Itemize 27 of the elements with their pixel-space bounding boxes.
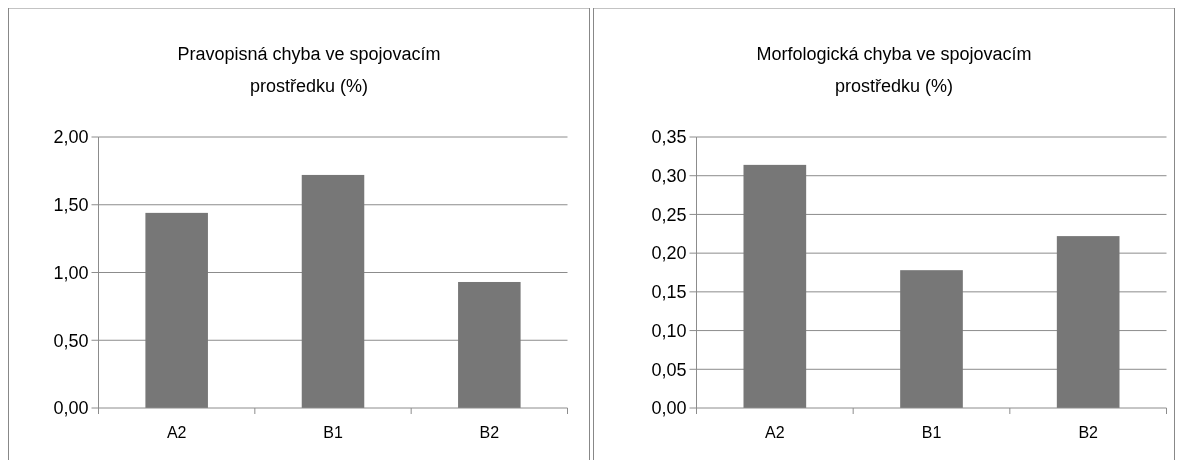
bar [743,164,807,408]
y-tick-label: 0,20 [651,243,687,264]
y-tick-label: 0,00 [651,398,687,419]
chart-title: Morfologická chyba ve spojovacím prostředku (%) [756,44,1032,96]
x-tick-label: B2 [1078,424,1099,441]
y-tick-label: 0,15 [651,282,687,303]
y-tick-label: 0,35 [651,127,687,148]
y-tick-label: 0,00 [53,398,89,419]
y-tick-label: 1,00 [53,262,89,283]
bar [301,174,365,408]
y-tick-label: 0,25 [651,204,687,225]
y-tick-label: 1,50 [53,195,89,216]
bar [458,281,521,408]
y-tick-label: 0,10 [651,320,687,341]
y-tick-label: 0,50 [53,330,89,351]
x-tick-label: B1 [921,424,942,441]
bar [900,270,963,408]
x-tick-label: B1 [323,424,343,441]
y-tick-label: 0,05 [651,359,687,380]
bar [1056,236,1120,408]
x-tick-label: A2 [765,424,785,441]
bar [145,212,208,408]
y-tick-label: 2,00 [53,127,89,148]
chart-title: Pravopisná chyba ve spojovacím prostředku (%) [177,44,441,96]
x-tick-label: A2 [166,424,187,441]
x-tick-label: B2 [479,424,500,441]
y-tick-label: 0,30 [651,166,687,187]
